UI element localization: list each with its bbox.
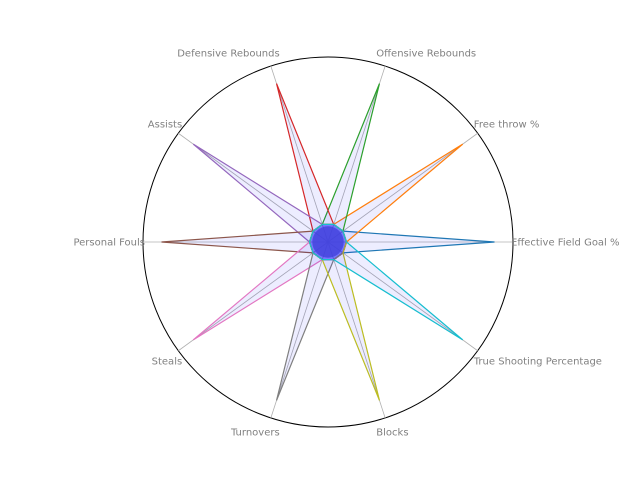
axis-label-personal-fouls: Personal Fouls xyxy=(73,238,145,249)
spoke-defensive-rebounds xyxy=(270,65,329,243)
axis-label-free-throw-pct: Free throw % xyxy=(474,119,540,130)
axis-label-true-shooting-percentage: True Shooting Percentage xyxy=(473,357,602,368)
axis-label-turnovers: Turnovers xyxy=(230,428,280,439)
series-10-polygon xyxy=(308,223,464,341)
spoke-free-throw-pct xyxy=(327,132,478,243)
radar-axis-labels: Effective Field Goal % Free throw % Offens… xyxy=(73,49,619,439)
spoke-steals xyxy=(178,241,329,352)
spoke-offensive-rebounds xyxy=(327,65,386,243)
spoke-assists xyxy=(178,132,329,243)
radar-spokes xyxy=(143,65,513,419)
spoke-true-shooting-percentage xyxy=(327,241,478,352)
radar-series-layer xyxy=(161,83,495,401)
axis-label-steals: Steals xyxy=(152,357,183,368)
axis-label-assists: Assists xyxy=(148,119,182,130)
spoke-turnovers xyxy=(270,241,329,419)
axis-label-blocks: Blocks xyxy=(376,428,408,439)
axis-label-defensive-rebounds: Defensive Rebounds xyxy=(177,49,279,60)
axis-label-effective-field-goal-pct: Effective Field Goal % xyxy=(511,238,620,249)
spoke-blocks xyxy=(327,241,386,419)
axis-label-offensive-rebounds: Offensive Rebounds xyxy=(376,49,476,60)
radar-center-overlap xyxy=(312,226,344,258)
